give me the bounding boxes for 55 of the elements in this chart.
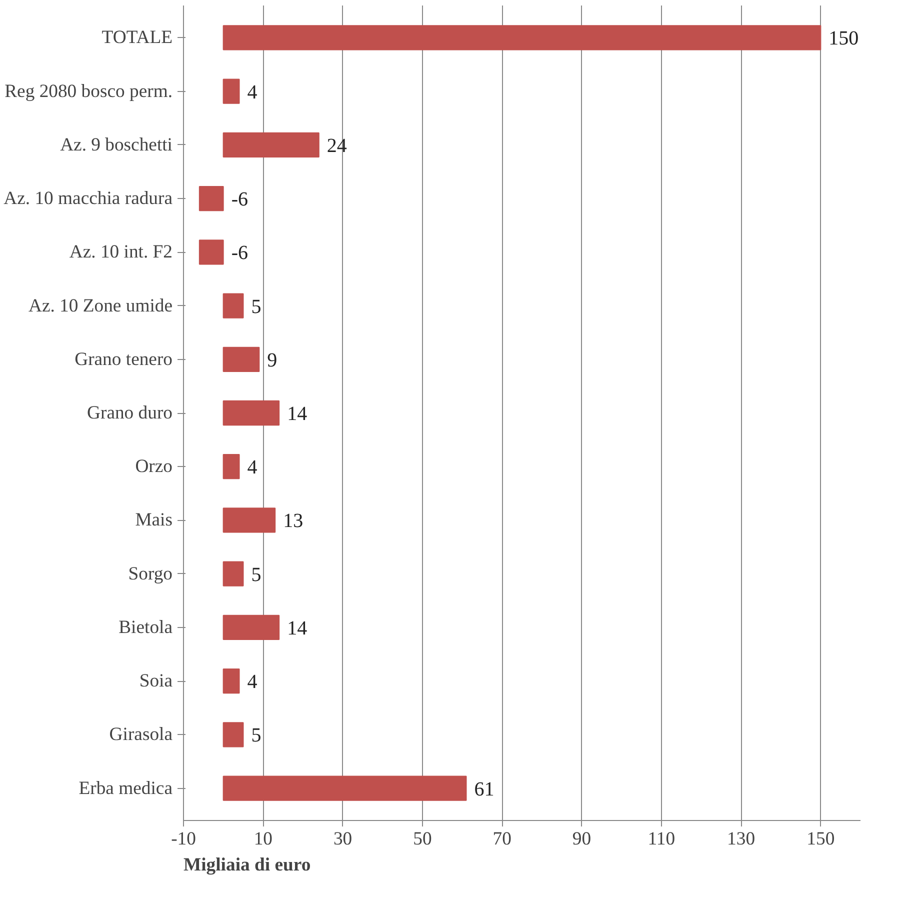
bar (198, 240, 224, 265)
x-tick-label: 10 (254, 828, 272, 850)
bar (222, 776, 467, 801)
y-tick-label: Grano tenero (74, 348, 173, 370)
y-tick-label: Az. 10 Zone umide (28, 295, 172, 316)
y-tick-label: Soia (139, 670, 174, 692)
x-tick-label: 90 (572, 828, 592, 850)
y-tick-label: Reg 2080 bosco perm. (4, 80, 173, 102)
bar (222, 132, 320, 158)
bar (222, 722, 244, 748)
data-label: -6 (231, 188, 248, 211)
data-label: 5 (251, 296, 262, 318)
y-tick-label: Az. 10 macchia radura (4, 188, 174, 210)
bar (222, 78, 240, 104)
x-tick-label: 130 (727, 828, 756, 850)
bar (222, 400, 280, 426)
data-label: 13 (283, 510, 304, 532)
x-tick-label: -10 (171, 828, 196, 850)
bar (222, 454, 240, 480)
data-label: -6 (231, 242, 248, 264)
data-label: 4 (247, 81, 258, 104)
bar (222, 346, 260, 372)
y-tick-label: Grano duro (87, 402, 172, 424)
y-tick-label: TOTALE (102, 27, 173, 48)
y-tick-label: Orzo (135, 456, 173, 478)
x-tick-label: 30 (333, 828, 352, 850)
bar (222, 293, 244, 318)
bar (222, 508, 276, 533)
data-label: 61 (474, 778, 494, 800)
data-label: 150 (828, 28, 859, 50)
y-tick-label: Az. 9 boschetti (60, 134, 173, 156)
data-label: 4 (247, 671, 258, 694)
bar (222, 614, 280, 640)
y-tick-label: Sorgo (128, 563, 173, 584)
x-tick-label: 70 (492, 828, 512, 850)
data-label: 14 (287, 403, 308, 425)
bar (222, 668, 240, 694)
x-tick-label: 50 (413, 828, 432, 850)
data-label: 5 (251, 724, 262, 747)
data-label: 4 (247, 456, 258, 479)
data-label: 9 (267, 349, 278, 372)
x-axis-title: Migliaia di euro (184, 854, 311, 876)
y-tick-label: Mais (135, 510, 172, 531)
x-tick-label: 150 (806, 828, 835, 850)
y-tick-label: Erba medica (78, 778, 174, 799)
y-tick-label: Girasola (109, 724, 174, 746)
bar (222, 25, 822, 50)
data-label: 24 (326, 134, 347, 157)
y-tick-label: Az. 10 int. F2 (69, 242, 173, 263)
bar (222, 561, 244, 586)
y-tick-label: Bietola (118, 616, 174, 638)
x-tick-label: 110 (648, 828, 676, 850)
data-label: 5 (251, 564, 262, 586)
data-label: 14 (287, 617, 308, 640)
bar (198, 186, 224, 212)
